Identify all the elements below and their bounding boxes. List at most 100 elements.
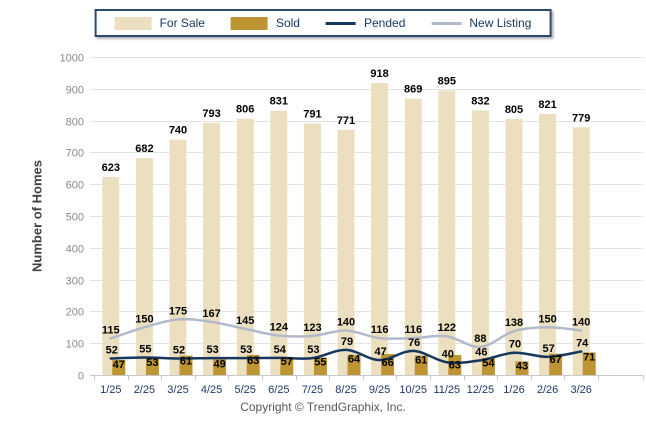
svg-text:771: 771 [337,115,355,127]
bar [112,360,126,375]
svg-text:682: 682 [135,143,153,155]
bar [582,352,596,375]
x-axis-labels: 1/25 2/25 3/25 4/25 5/25 6/25 7/25 8/25 9/25 10/2… [100,384,592,396]
bar [270,110,288,375]
svg-text:7/25: 7/25 [302,384,323,396]
svg-text:10/25: 10/25 [399,384,427,396]
svg-text:61: 61 [180,355,192,367]
svg-text:53: 53 [240,344,252,356]
legend-item-new-listing: New Listing [431,16,531,30]
svg-text:57: 57 [542,343,554,355]
legend-label-sold: Sold [275,16,300,30]
bar [145,358,159,375]
bar [313,357,327,375]
for-sale-swatch-icon [114,16,152,30]
svg-text:116: 116 [404,324,422,336]
copyright-text: Copyright © TrendGraphix, Inc. [240,400,406,414]
svg-text:122: 122 [438,322,456,334]
svg-text:5/25: 5/25 [234,384,255,396]
svg-text:140: 140 [572,316,590,328]
bar [179,355,193,375]
bar [246,354,260,375]
svg-text:63: 63 [247,355,259,367]
svg-text:150: 150 [135,313,153,325]
svg-text:300: 300 [66,276,84,288]
svg-text:67: 67 [549,354,561,366]
svg-text:918: 918 [370,68,388,80]
svg-text:47: 47 [374,346,386,358]
chart-legend: For Sale Sold Pended New Listing [94,9,552,37]
svg-text:64: 64 [348,354,361,366]
svg-text:43: 43 [516,360,528,372]
svg-text:740: 740 [169,125,187,137]
svg-text:54: 54 [274,344,287,356]
bar [169,139,187,375]
svg-text:832: 832 [471,95,489,107]
svg-text:40: 40 [442,348,454,360]
bar [448,354,462,375]
bar [303,123,321,375]
svg-text:200: 200 [66,307,84,319]
svg-text:9/25: 9/25 [369,384,390,396]
svg-text:54: 54 [482,357,495,369]
bar [404,98,422,376]
svg-text:1000: 1000 [60,53,84,65]
bar [337,129,355,375]
svg-text:793: 793 [202,108,220,120]
svg-text:66: 66 [381,357,393,369]
legend-label-new-listing: New Listing [469,16,532,30]
svg-text:61: 61 [415,355,427,367]
svg-text:55: 55 [139,344,151,356]
svg-text:49: 49 [213,358,225,370]
bar [280,356,294,375]
svg-text:6/25: 6/25 [268,384,289,396]
svg-text:1/25: 1/25 [100,384,121,396]
bar [347,354,361,375]
legend-item-pended: Pended [325,16,406,30]
svg-text:52: 52 [173,344,185,356]
bar [481,357,495,375]
line-new-listing [109,317,583,349]
bar [505,119,523,375]
bar [203,122,221,376]
svg-text:800: 800 [66,117,84,129]
bar [549,353,563,375]
line-pended [109,348,583,365]
pended-line-swatch-icon [325,21,356,25]
svg-text:0: 0 [78,371,84,383]
svg-text:400: 400 [66,244,84,256]
bar [236,118,254,375]
svg-text:71: 71 [583,351,595,363]
bar [135,158,153,375]
svg-text:52: 52 [106,344,118,356]
svg-text:2/26: 2/26 [537,384,558,396]
svg-text:600: 600 [66,180,84,192]
svg-text:700: 700 [66,148,84,160]
svg-text:53: 53 [206,344,218,356]
bar [572,127,590,375]
svg-text:4/25: 4/25 [201,384,222,396]
svg-text:869: 869 [404,84,422,96]
bar [438,90,456,375]
svg-text:88: 88 [474,333,486,345]
svg-text:116: 116 [371,324,389,336]
svg-text:805: 805 [505,104,523,116]
bar [539,113,557,375]
legend-label-pended: Pended [363,16,406,30]
svg-text:150: 150 [538,313,556,325]
svg-text:821: 821 [538,99,556,111]
svg-text:3/25: 3/25 [167,384,188,396]
legend-item-for-sale: For Sale [114,16,205,30]
svg-text:8/25: 8/25 [335,384,356,396]
bar [213,359,227,375]
svg-text:55: 55 [314,357,326,369]
sold-swatch-icon [230,16,268,30]
svg-text:140: 140 [337,316,355,328]
bar [102,176,120,375]
svg-text:46: 46 [475,346,487,358]
bars-sold [112,352,596,375]
svg-text:791: 791 [303,108,321,120]
svg-text:831: 831 [270,96,288,108]
svg-text:167: 167 [202,308,220,320]
svg-text:145: 145 [236,315,254,327]
